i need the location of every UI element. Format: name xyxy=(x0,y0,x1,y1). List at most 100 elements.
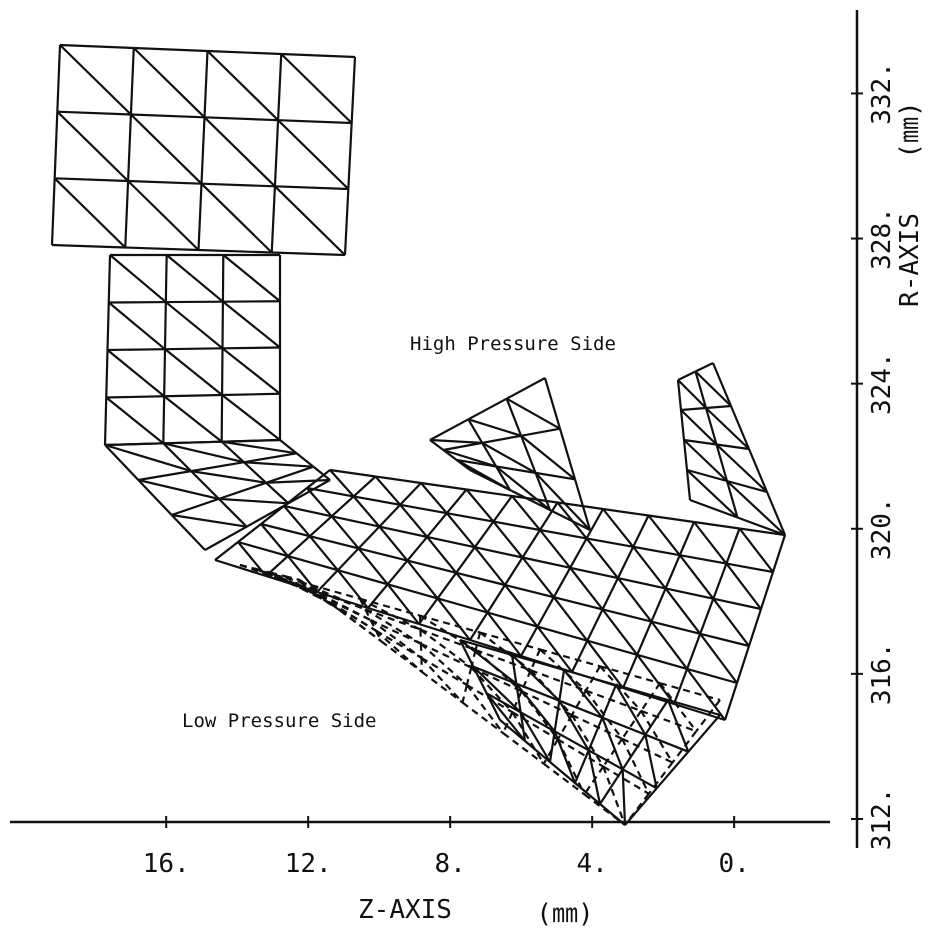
mesh-edge xyxy=(165,302,166,349)
mesh-edge xyxy=(57,112,131,115)
mesh-edge xyxy=(128,181,198,250)
mesh-edge xyxy=(105,443,163,445)
mesh-edge xyxy=(128,181,201,184)
mesh-edge xyxy=(376,631,421,658)
mesh-edge xyxy=(288,556,338,570)
mesh-edge xyxy=(572,641,587,672)
mesh-edge xyxy=(341,611,382,642)
mesh-edge xyxy=(507,378,545,399)
mesh-edge xyxy=(645,735,656,789)
mesh-edge xyxy=(310,516,332,536)
mesh-edge xyxy=(603,509,649,516)
mesh-edge xyxy=(223,348,281,349)
mesh-edge xyxy=(537,627,587,641)
x-tick-label: 16. xyxy=(143,849,190,879)
mesh xyxy=(52,45,785,825)
mesh-edge xyxy=(166,255,167,302)
mesh-edge xyxy=(731,406,749,449)
mesh-edge xyxy=(427,513,447,537)
mesh-edge xyxy=(199,250,272,253)
mesh-edge xyxy=(749,449,767,492)
mesh-edge xyxy=(687,669,725,720)
mesh-edge xyxy=(275,120,278,186)
mesh-edge xyxy=(694,522,740,529)
mesh-edge xyxy=(128,115,131,182)
mesh-edge xyxy=(570,538,586,567)
mesh-edge xyxy=(713,564,726,599)
mesh-edge xyxy=(421,483,467,490)
mesh-edge xyxy=(603,578,618,609)
mesh-edge xyxy=(202,184,275,187)
mesh-edge xyxy=(637,622,651,655)
y-axis-unit: (㎜) xyxy=(895,101,925,158)
mesh-edge xyxy=(559,670,564,701)
mesh-edge xyxy=(463,685,467,703)
mesh-edge xyxy=(388,584,438,598)
x-axis-unit: (㎜) xyxy=(536,899,593,929)
mesh-edge xyxy=(330,470,376,477)
mesh-edge xyxy=(737,646,749,683)
mesh-edge xyxy=(400,483,421,505)
mesh-edge xyxy=(680,555,727,563)
annotation: Low Pressure Side xyxy=(182,710,376,732)
mesh-edge xyxy=(687,634,700,669)
mesh-edge xyxy=(657,752,689,789)
mesh-edge xyxy=(55,112,58,179)
mesh-edge xyxy=(550,731,555,762)
y-tick-label: 332. xyxy=(867,62,897,125)
mesh-edge xyxy=(272,186,275,252)
mesh-edge xyxy=(223,302,280,348)
mesh-edge xyxy=(244,453,297,462)
mesh-edge xyxy=(352,57,355,123)
mesh-edge xyxy=(421,658,462,703)
mesh-edge xyxy=(430,440,482,443)
mesh-edge xyxy=(164,395,222,396)
mesh-edge xyxy=(625,788,657,825)
mesh-edge xyxy=(623,655,637,688)
mesh-edge xyxy=(105,398,106,446)
mesh-edge xyxy=(726,564,773,572)
mesh-edge xyxy=(138,471,191,480)
mesh-edge xyxy=(164,396,222,441)
mesh-edge xyxy=(694,522,726,564)
mesh-edge xyxy=(332,496,354,516)
mesh-edge xyxy=(687,669,737,683)
mesh-edge xyxy=(467,668,471,686)
mesh-edge xyxy=(108,350,165,396)
mesh-edge xyxy=(678,380,681,410)
mesh-edge xyxy=(523,530,541,558)
mesh-edge xyxy=(684,440,687,470)
mesh-edge xyxy=(521,429,560,436)
mesh-edge xyxy=(205,117,279,120)
mesh-edge xyxy=(165,349,222,395)
mesh-edge xyxy=(482,436,521,443)
mesh-edge xyxy=(106,396,164,397)
y-tick-label: 324. xyxy=(867,352,897,415)
mesh-edge xyxy=(700,599,713,634)
mesh-edge xyxy=(275,186,345,255)
mesh-edge xyxy=(222,394,280,395)
mesh-edge xyxy=(633,516,648,547)
mesh-edge xyxy=(191,462,244,471)
mesh-edge xyxy=(345,189,348,255)
mesh-edge xyxy=(407,537,427,561)
mesh-edge xyxy=(60,45,131,115)
mesh-edge xyxy=(681,408,706,410)
mesh-edge xyxy=(447,490,467,514)
mesh-edge xyxy=(244,462,313,466)
mesh-edge xyxy=(388,561,408,585)
mesh-edge xyxy=(713,363,731,406)
mesh-edge xyxy=(223,348,281,393)
mesh-edge xyxy=(281,54,355,57)
mesh-edge xyxy=(202,184,272,253)
mesh-edge xyxy=(680,522,694,555)
mesh-edge xyxy=(57,45,60,112)
mesh-edge xyxy=(555,701,560,732)
mesh-edge xyxy=(205,51,208,117)
mesh-edge xyxy=(284,488,307,506)
mesh-edge xyxy=(537,597,553,626)
mesh-edge xyxy=(438,573,457,599)
mesh-edge xyxy=(512,712,543,764)
mesh-edge xyxy=(219,483,266,499)
mesh-edge xyxy=(687,470,690,500)
